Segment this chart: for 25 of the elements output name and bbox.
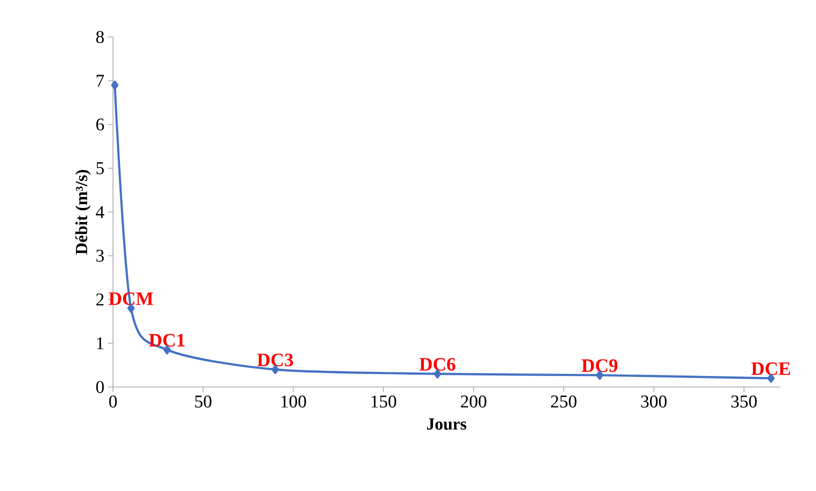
x-tick-label: 50 [195, 396, 212, 408]
x-tick-label: 0 [109, 396, 117, 408]
y-tick-label: 0 [96, 380, 104, 394]
annotation: DC6 [419, 358, 456, 371]
x-tick-label: 300 [641, 396, 667, 408]
annotation: DC9 [582, 359, 618, 372]
x-tick-label: 150 [372, 396, 396, 408]
y-tick-label: 7 [96, 74, 104, 87]
y-tick-label: 2 [96, 294, 104, 306]
y-tick-label: 4 [96, 206, 104, 218]
x-tick-label: 250 [551, 396, 576, 408]
y-tick-label: 6 [96, 118, 104, 131]
annotation: DC3 [257, 354, 293, 366]
y-tick-label: 3 [96, 250, 104, 262]
point [111, 80, 119, 90]
x-tick-label: 200 [460, 396, 486, 408]
annotation: DCE [751, 362, 790, 376]
y-tick-label: 5 [96, 162, 104, 174]
x-tick-label: 350 [731, 396, 757, 408]
y-tick-label: 8 [96, 30, 104, 44]
x-tick-label: 100 [281, 396, 306, 408]
y-tick-label: 1 [97, 337, 104, 350]
annotation: DC1 [149, 334, 184, 347]
y-axis-title: Débit (m³/s) [75, 170, 91, 254]
x-axis-title: Jours [427, 418, 466, 430]
